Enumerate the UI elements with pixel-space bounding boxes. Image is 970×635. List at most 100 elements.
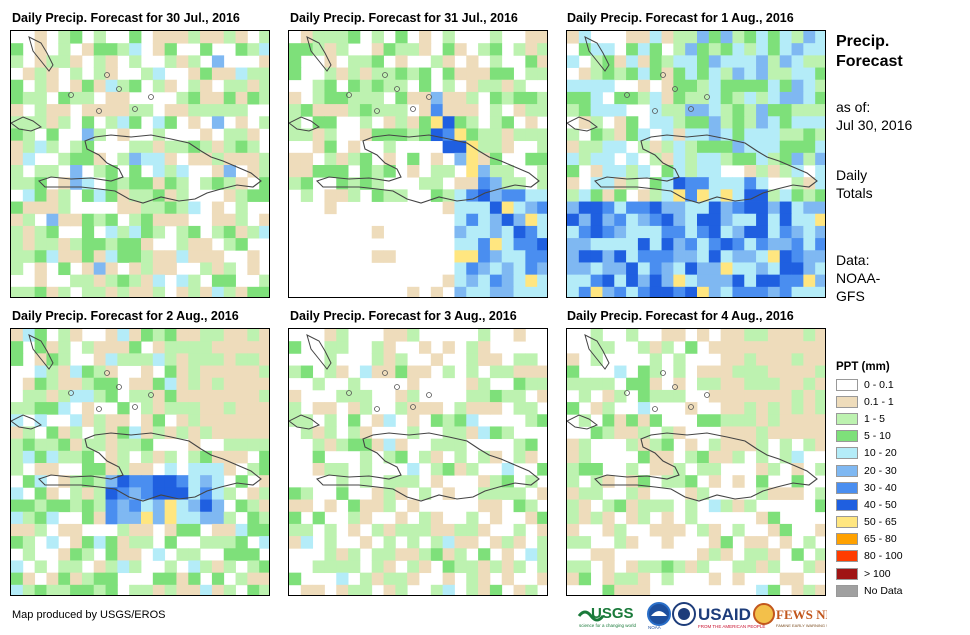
precip-cell [22,536,36,549]
precip-cell [407,116,420,129]
precip-cell [247,511,260,525]
precip-cell [756,104,769,117]
precip-cell [152,165,166,178]
precip-cell [489,353,503,366]
legend-item: 20 - 30 [836,462,903,479]
precip-cell [289,389,302,403]
precip-cell [791,353,804,366]
precip-cell [129,274,142,288]
precip-cell [164,450,177,464]
precip-cell [129,238,142,251]
precip-cell [649,116,662,129]
precip-cell [58,238,71,251]
precip-cell [791,67,804,81]
precip-cell [188,463,201,476]
precip-cell [289,402,302,415]
precip-cell [407,560,420,574]
precip-cell [442,414,455,427]
precip-cell [200,377,213,391]
precip-cell [525,286,538,297]
precip-cell [513,353,526,366]
precip-cell [614,189,627,202]
precip-cell [211,286,225,297]
precip-cell [141,475,154,488]
precip-cell [81,104,95,117]
precip-cell [732,189,745,202]
precip-cell [567,487,580,500]
precip-cell [22,140,36,154]
precip-cell [626,274,639,288]
precip-cell [602,128,615,142]
legend-item: 0 - 0.1 [836,376,903,393]
precip-cell [756,329,769,342]
precip-cell [223,548,236,561]
precip-cell [442,43,455,56]
precip-cell [359,67,373,81]
precip-cell [22,286,36,297]
precip-cell [614,91,627,105]
precip-cell [312,104,325,117]
precip-cell [46,286,59,297]
precip-cell [537,389,547,403]
precip-cell [117,353,130,366]
precip-cell [141,286,154,297]
precip-cell [661,165,674,178]
precip-cell [152,341,166,354]
precip-cell [105,329,118,342]
precip-cell [383,189,396,202]
precip-cell [312,511,325,525]
precip-cell [223,377,236,391]
precip-cell [791,213,804,227]
precip-cell [152,152,166,166]
precip-cell [767,31,781,44]
precip-cell [211,463,225,476]
precip-cell [81,389,95,403]
precip-cell [478,177,491,190]
precip-cell [223,389,236,403]
precip-cell [767,487,781,500]
precip-cell [211,140,225,154]
precip-cell [81,116,95,129]
precip-cell [708,238,722,251]
hispaniola-coastline [593,134,818,204]
precip-cell [756,140,769,154]
precip-cell [513,499,526,513]
precip-cell [501,201,514,215]
precip-cell [578,286,592,297]
precip-cell [58,389,71,403]
precip-cell [200,584,213,595]
precip-cell [803,104,816,117]
precip-cell [46,389,59,403]
precip-cell [697,414,710,427]
precip-cell [513,104,526,117]
precip-cell [383,140,396,154]
precip-cell [235,389,248,403]
precip-cell [673,67,686,81]
precip-cell [489,104,503,117]
precip-cell [697,55,710,68]
precip-cell [129,329,142,342]
precip-cell [697,463,710,476]
precip-cell [188,377,201,391]
precip-cell [756,225,769,239]
precip-cell [312,140,325,154]
precip-cell [383,165,396,178]
precip-cell [117,91,130,105]
island-outline [374,406,380,412]
precip-cell [567,165,580,178]
precip-cell [697,377,710,391]
precip-cell [58,572,71,586]
precip-cell [501,189,514,202]
precip-cell [348,55,361,68]
precip-cell [383,79,396,93]
precip-cell [200,262,213,276]
precip-cell [105,536,118,549]
precip-cell [105,487,118,500]
precip-cell [324,536,337,549]
precip-cell [685,402,698,415]
precip-cell [200,286,213,297]
precip-cell [93,377,106,391]
precip-cell [117,426,130,440]
precip-cell [708,225,722,239]
precip-cell [803,43,816,56]
